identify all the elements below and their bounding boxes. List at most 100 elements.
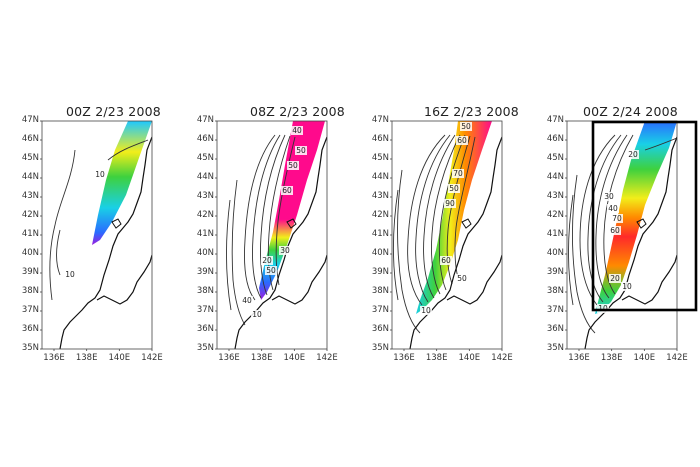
contour-line bbox=[260, 134, 286, 296]
coastline bbox=[584, 136, 677, 349]
contour-label-bg bbox=[456, 274, 468, 283]
contour-label-bg bbox=[609, 226, 621, 235]
contour-label: 50 bbox=[296, 146, 306, 155]
lat-tick-label: 44N bbox=[371, 172, 389, 182]
contour-line bbox=[579, 134, 616, 306]
contour-line bbox=[231, 179, 246, 326]
lat-tick-label: 47N bbox=[21, 115, 39, 125]
lat-tick-label: 43N bbox=[196, 191, 214, 201]
lat-tick-label: 42N bbox=[371, 210, 389, 220]
lat-tick-label: 41N bbox=[371, 229, 389, 239]
lat-tick-label: 38N bbox=[546, 286, 564, 296]
contour-line bbox=[415, 134, 451, 303]
panel-title: 00Z 2/24 2008 bbox=[583, 104, 678, 119]
lat-tick-label: 46N bbox=[371, 134, 389, 144]
contour-label-bg bbox=[611, 214, 623, 223]
lat-tick-label: 39N bbox=[21, 267, 39, 277]
contour-line bbox=[49, 149, 76, 301]
contour-label: 20 bbox=[628, 150, 638, 159]
lat-tick-label: 40N bbox=[21, 248, 39, 258]
lat-tick-label: 35N bbox=[546, 343, 564, 353]
contour-line bbox=[603, 134, 634, 295]
coastline bbox=[446, 254, 502, 305]
contour-label: 10 bbox=[598, 304, 608, 313]
contour-line bbox=[587, 134, 622, 303]
contour-label: 40 bbox=[242, 296, 252, 305]
contour-label: 50 bbox=[461, 122, 471, 131]
wind-plume bbox=[416, 121, 492, 314]
contour-label-bg bbox=[460, 122, 472, 131]
lon-tick-label: 142E bbox=[316, 353, 338, 363]
contour-label-bg bbox=[452, 169, 464, 178]
lat-tick-label: 46N bbox=[546, 134, 564, 144]
contour-label-bg bbox=[281, 186, 293, 195]
lat-tick-label: 47N bbox=[371, 115, 389, 125]
map-field: 10 10 bbox=[49, 121, 152, 349]
contour-label-bg bbox=[448, 184, 460, 193]
contour-line bbox=[393, 189, 399, 301]
contour-label-bg bbox=[597, 304, 609, 313]
lat-tick-label: 39N bbox=[196, 267, 214, 277]
lat-tick-label: 41N bbox=[546, 229, 564, 239]
lon-tick-label: 136E bbox=[43, 353, 65, 363]
lon-tick-label: 142E bbox=[141, 353, 163, 363]
lat-tick-label: 42N bbox=[546, 210, 564, 220]
lon-tick-label: 136E bbox=[393, 353, 415, 363]
contour-label: 10 bbox=[252, 310, 262, 319]
lon-tick-label: 138E bbox=[600, 353, 623, 363]
contour-label-bg bbox=[456, 136, 468, 145]
coastline bbox=[271, 254, 327, 305]
coastline bbox=[96, 254, 152, 305]
lat-tick-label: 36N bbox=[546, 324, 564, 334]
contour-label-bg bbox=[241, 296, 253, 305]
contour-label: 40 bbox=[608, 204, 618, 213]
lat-tick-label: 40N bbox=[371, 248, 389, 258]
lon-tick-label: 140E bbox=[633, 353, 656, 363]
contour-line bbox=[595, 134, 628, 299]
contour-label: 10 bbox=[95, 170, 105, 179]
contour-line bbox=[572, 174, 596, 334]
coastline bbox=[621, 254, 677, 305]
contour-label: 40 bbox=[292, 126, 302, 135]
lon-tick-label: 142E bbox=[491, 353, 513, 363]
contour-line bbox=[568, 194, 574, 306]
lat-tick-label: 39N bbox=[546, 267, 564, 277]
lat-tick-label: 41N bbox=[21, 229, 39, 239]
contour-line bbox=[244, 134, 276, 301]
contour-label-bg bbox=[287, 161, 299, 170]
coastline bbox=[59, 136, 152, 349]
contour-label-bg bbox=[440, 256, 452, 265]
coastline bbox=[409, 136, 502, 349]
contour-label-bg bbox=[420, 306, 432, 315]
island bbox=[286, 218, 297, 229]
contour-label: 30 bbox=[280, 246, 290, 255]
panel-title: 08Z 2/23 2008 bbox=[250, 104, 345, 119]
lat-tick-label: 37N bbox=[196, 305, 214, 315]
map-panel-graphic: 50 60 70 50 90 60 50 10 bbox=[390, 120, 503, 351]
lat-tick-label: 37N bbox=[546, 305, 564, 315]
contour-label-bg bbox=[261, 256, 273, 265]
map-panel-3: 16Z 2/23 2008 bbox=[350, 0, 525, 467]
contour-label: 50 bbox=[266, 266, 276, 275]
lon-tick-label: 142E bbox=[666, 353, 688, 363]
lon-tick-label: 136E bbox=[218, 353, 240, 363]
lat-tick-label: 37N bbox=[21, 305, 39, 315]
map-panel-graphic: 40 50 50 60 30 20 40 50 10 bbox=[215, 120, 328, 351]
panel-title: 16Z 2/23 2008 bbox=[424, 104, 519, 119]
map-panel-1: 00Z 2/23 2008 bbox=[0, 0, 175, 467]
contour-label: 10 bbox=[421, 306, 431, 315]
contour-line bbox=[225, 199, 232, 311]
contour-label-bg bbox=[444, 199, 456, 208]
contour-line bbox=[252, 134, 281, 299]
lat-tick-label: 47N bbox=[546, 115, 564, 125]
contour-label-bg bbox=[251, 310, 263, 319]
map-panel-graphic: 10 10 bbox=[40, 120, 153, 351]
contour-label-bg bbox=[94, 170, 106, 179]
lat-tick-label: 36N bbox=[196, 324, 214, 334]
lon-tick-label: 138E bbox=[425, 353, 448, 363]
lat-tick-label: 41N bbox=[196, 229, 214, 239]
lat-tick-label: 47N bbox=[196, 115, 214, 125]
contour-label-bg bbox=[265, 266, 277, 275]
contour-label-bg bbox=[621, 282, 633, 291]
